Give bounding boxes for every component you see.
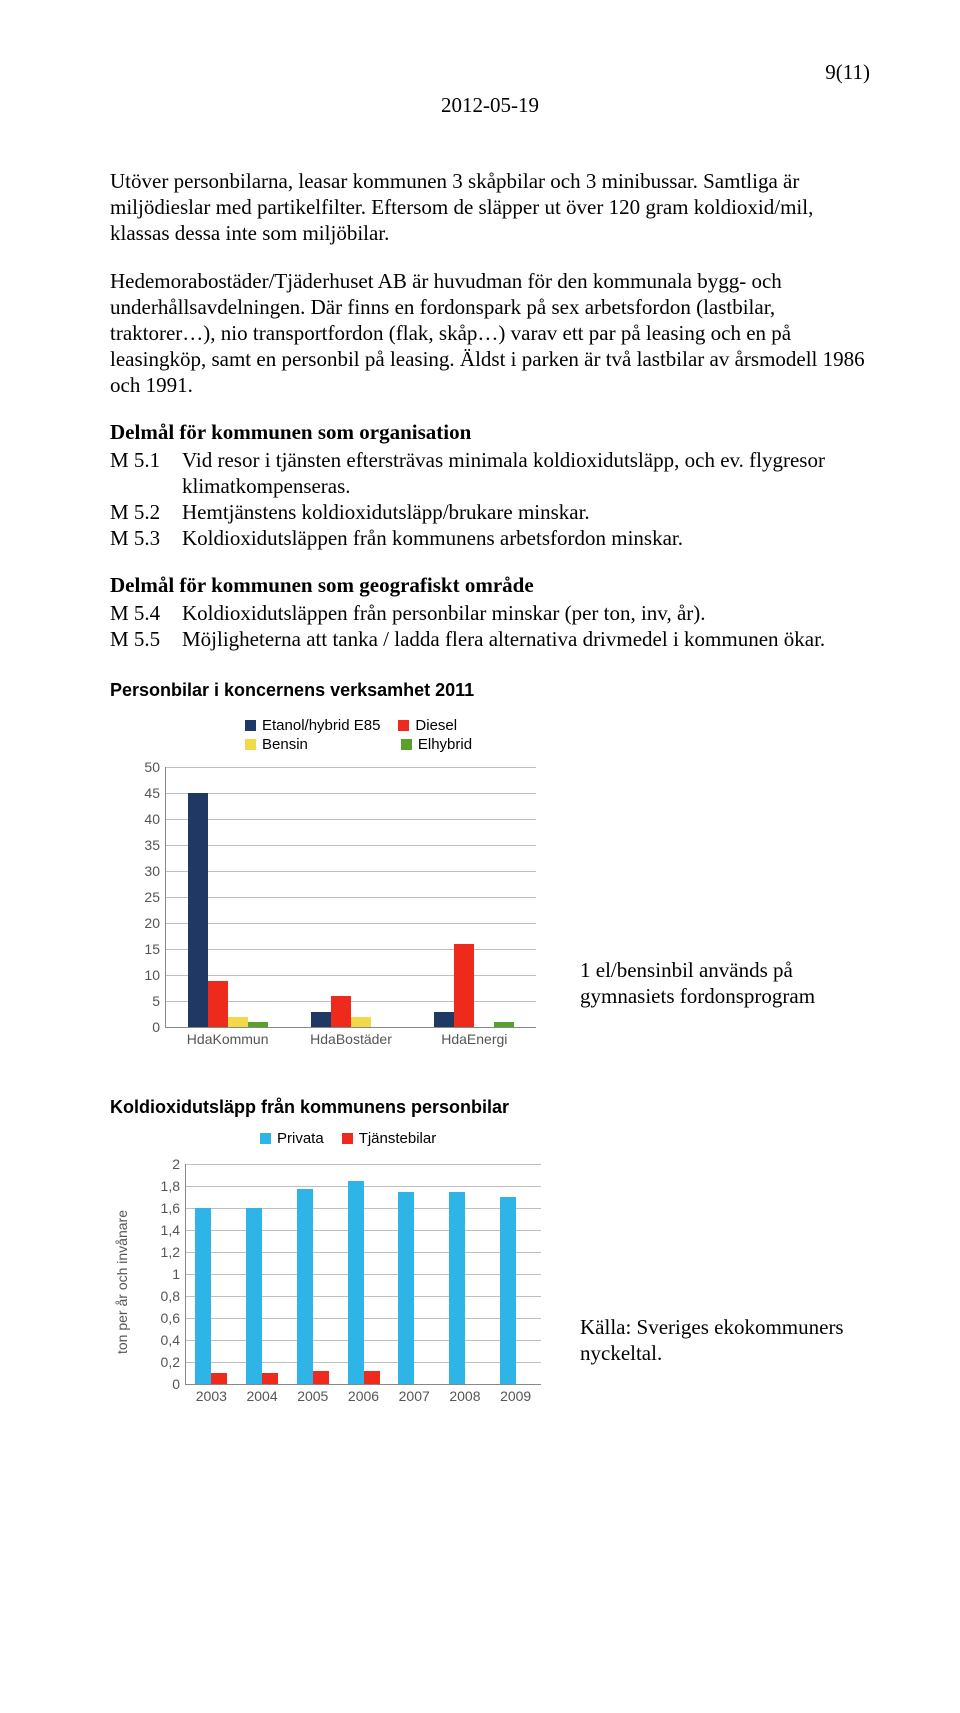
- ytick-label: 0: [152, 1019, 166, 1035]
- goal-text: Vid resor i tjänsten eftersträvas minima…: [182, 447, 870, 499]
- ytick-label: 50: [144, 759, 166, 775]
- goal-item: M 5.5 Möjligheterna att tanka / ladda fl…: [110, 626, 870, 652]
- section-title: Delmål för kommunen som geografiskt områ…: [110, 573, 870, 598]
- chart2-legend: Privata Tjänstebilar: [260, 1130, 436, 1149]
- goal-item: M 5.2 Hemtjänstens koldioxidutsläpp/bruk…: [110, 499, 870, 525]
- chart2-ylabel: ton per år och invånare: [114, 1210, 130, 1354]
- goal-key: M 5.2: [110, 499, 182, 525]
- goal-item: M 5.1 Vid resor i tjänsten eftersträvas …: [110, 447, 870, 499]
- bar: [364, 1371, 380, 1384]
- goal-key: M 5.5: [110, 626, 182, 652]
- legend-label: Bensin: [262, 736, 308, 753]
- chart2-plot: 00,20,40,60,811,21,41,61,822003200420052…: [185, 1164, 541, 1385]
- goal-item: M 5.3 Koldioxidutsläppen från kommunens …: [110, 525, 870, 551]
- legend-swatch: [398, 720, 409, 731]
- ytick-label: 0: [172, 1376, 186, 1392]
- chart2: Privata Tjänstebilar ton per år och invå…: [110, 1124, 870, 1424]
- paragraph-2: Hedemorabostäder/Tjäderhuset AB är huvud…: [110, 268, 870, 398]
- goal-key: M 5.1: [110, 447, 182, 499]
- bar: [262, 1373, 278, 1384]
- ytick-label: 2: [172, 1156, 186, 1172]
- xtick-label: 2006: [348, 1384, 379, 1404]
- bar: [500, 1197, 516, 1384]
- goal-item: M 5.4 Koldioxidutsläppen från personbila…: [110, 600, 870, 626]
- ytick-label: 1,8: [161, 1178, 186, 1194]
- chart1-plot: 05101520253035404550HdaKommunHdaBostäder…: [165, 767, 536, 1028]
- xtick-label: HdaBostäder: [310, 1027, 392, 1047]
- bar: [313, 1371, 329, 1384]
- legend-label: Elhybrid: [418, 736, 472, 753]
- legend-swatch: [260, 1133, 271, 1144]
- ytick-label: 45: [144, 785, 166, 801]
- legend-swatch: [342, 1133, 353, 1144]
- legend-swatch: [401, 739, 412, 750]
- bar: [228, 1017, 248, 1027]
- ytick-label: 1,2: [161, 1244, 186, 1260]
- xtick-label: 2008: [449, 1384, 480, 1404]
- ytick-label: 0,6: [161, 1310, 186, 1326]
- ytick-label: 5: [152, 993, 166, 1009]
- chart1: Etanol/hybrid E85 Diesel Bensin Elhybrid…: [110, 707, 870, 1057]
- bar: [434, 1012, 454, 1028]
- legend-label: Tjänstebilar: [359, 1130, 437, 1147]
- xtick-label: 2003: [196, 1384, 227, 1404]
- xtick-label: HdaEnergi: [441, 1027, 507, 1047]
- chart2-note: Källa: Sveriges ekokommuners nyckeltal.: [580, 1314, 860, 1366]
- legend-swatch: [245, 739, 256, 750]
- legend-swatch: [245, 720, 256, 731]
- paragraph-1: Utöver personbilarna, leasar kommunen 3 …: [110, 168, 870, 246]
- document-date: 2012-05-19: [110, 93, 870, 118]
- ytick-label: 1,6: [161, 1200, 186, 1216]
- ytick-label: 30: [144, 863, 166, 879]
- ytick-label: 15: [144, 941, 166, 957]
- xtick-label: 2007: [399, 1384, 430, 1404]
- goal-text: Möjligheterna att tanka / ladda flera al…: [182, 626, 870, 652]
- legend-label: Etanol/hybrid E85: [262, 717, 380, 734]
- bar: [188, 793, 208, 1027]
- bar: [331, 996, 351, 1027]
- ytick-label: 1,4: [161, 1222, 186, 1238]
- chart1-legend: Etanol/hybrid E85 Diesel Bensin Elhybrid: [245, 717, 472, 755]
- bar: [195, 1208, 211, 1384]
- goal-text: Koldioxidutsläppen från kommunens arbets…: [182, 525, 870, 551]
- goal-text: Hemtjänstens koldioxidutsläpp/brukare mi…: [182, 499, 870, 525]
- goals-organisation: Delmål för kommunen som organisation M 5…: [110, 420, 870, 551]
- ytick-label: 40: [144, 811, 166, 827]
- chart2-title: Koldioxidutsläpp från kommunens personbi…: [110, 1097, 870, 1118]
- xtick-label: HdaKommun: [187, 1027, 269, 1047]
- page-number: 9(11): [110, 60, 870, 85]
- goal-text: Koldioxidutsläppen från personbilar mins…: [182, 600, 870, 626]
- bar: [398, 1192, 414, 1385]
- chart1-title: Personbilar i koncernens verksamhet 2011: [110, 680, 870, 701]
- ytick-label: 10: [144, 967, 166, 983]
- bar: [211, 1373, 227, 1384]
- bar: [348, 1181, 364, 1385]
- ytick-label: 0,8: [161, 1288, 186, 1304]
- xtick-label: 2004: [246, 1384, 277, 1404]
- legend-label: Diesel: [415, 717, 457, 734]
- section-title: Delmål för kommunen som organisation: [110, 420, 870, 445]
- ytick-label: 20: [144, 915, 166, 931]
- bar: [311, 1012, 331, 1028]
- ytick-label: 0,2: [161, 1354, 186, 1370]
- ytick-label: 35: [144, 837, 166, 853]
- goals-geographic: Delmål för kommunen som geografiskt områ…: [110, 573, 870, 652]
- ytick-label: 1: [172, 1266, 186, 1282]
- bar: [246, 1208, 262, 1384]
- ytick-label: 0,4: [161, 1332, 186, 1348]
- bar: [449, 1192, 465, 1385]
- goal-key: M 5.4: [110, 600, 182, 626]
- chart1-note: 1 el/bensinbil används på gymnasiets for…: [580, 957, 860, 1009]
- ytick-label: 25: [144, 889, 166, 905]
- bar: [454, 944, 474, 1027]
- bar: [208, 981, 228, 1028]
- xtick-label: 2009: [500, 1384, 531, 1404]
- legend-label: Privata: [277, 1130, 324, 1147]
- bar: [297, 1189, 313, 1385]
- bar: [351, 1017, 371, 1027]
- xtick-label: 2005: [297, 1384, 328, 1404]
- goal-key: M 5.3: [110, 525, 182, 551]
